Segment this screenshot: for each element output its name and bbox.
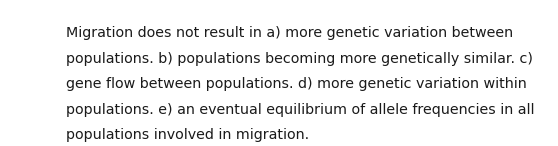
Text: Migration does not result in a) more genetic variation between: Migration does not result in a) more gen… (66, 26, 513, 40)
Text: populations. e) an eventual equilibrium of allele frequencies in all: populations. e) an eventual equilibrium … (66, 103, 535, 117)
Text: gene flow between populations. d) more genetic variation within: gene flow between populations. d) more g… (66, 77, 527, 91)
Text: populations involved in migration.: populations involved in migration. (66, 128, 309, 142)
Text: populations. b) populations becoming more genetically similar. c): populations. b) populations becoming mor… (66, 52, 533, 66)
